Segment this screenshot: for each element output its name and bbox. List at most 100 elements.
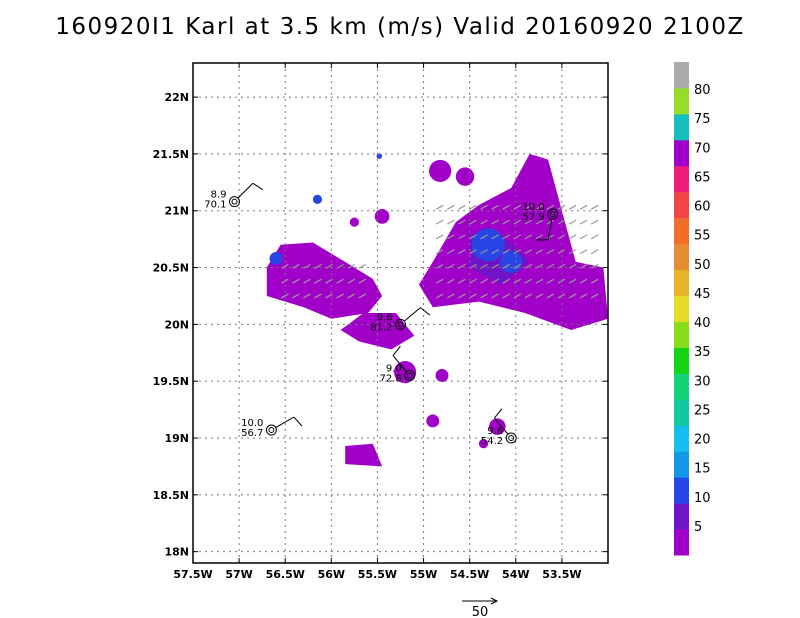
wind-vector <box>590 249 599 255</box>
wind-vector <box>590 263 599 269</box>
colorbar-label: 55 <box>694 229 711 244</box>
wind-vector <box>524 204 533 210</box>
colorbar-label: 35 <box>694 345 711 360</box>
wind-vector <box>546 204 555 210</box>
wind-barb-flag <box>494 408 503 419</box>
wind-vector <box>458 204 466 210</box>
station-ring <box>505 432 517 444</box>
x-tick-label: 57W <box>225 568 252 581</box>
wind-vector <box>535 204 544 210</box>
colorbar-segment <box>674 243 689 271</box>
y-tick-label: 20.5N <box>153 262 189 275</box>
wind-vector <box>524 219 533 225</box>
wind-vector <box>435 204 444 210</box>
observation-stations: 8.970.1 10.057.99.681.29.072.810.056.7 9.6… <box>204 182 559 447</box>
x-tick-label: 56.5W <box>266 568 305 581</box>
wind-vector <box>480 249 488 255</box>
wind-vector <box>513 278 521 284</box>
wind-cell-7 <box>374 209 390 224</box>
wind-vector <box>513 263 521 269</box>
wind-cell-3 <box>312 194 323 204</box>
colorbar-segment <box>674 217 689 245</box>
region-south <box>345 443 383 467</box>
colorbar-segment <box>674 165 689 193</box>
y-tick-label: 19N <box>164 432 189 445</box>
wind-vector <box>491 234 499 240</box>
colorbar-segment <box>674 295 689 322</box>
colorbar-label: 65 <box>694 170 711 185</box>
wind-vector <box>524 278 533 284</box>
wind-vector <box>292 278 300 284</box>
x-tick-label: 54.5W <box>450 568 489 581</box>
wind-barb <box>494 417 509 435</box>
station-core <box>397 321 404 328</box>
wind-vector <box>568 278 577 284</box>
wind-vector <box>458 278 466 284</box>
y-tick-label: 18.5N <box>153 489 189 502</box>
colorbar-label: 10 <box>694 491 711 506</box>
colorbar: 5 10 15 20 25 30 35 40 45 50 55 60 65 70 75 80 <box>674 62 711 556</box>
colorbar-label: 70 <box>694 141 711 156</box>
wind-cell-6 <box>455 167 475 186</box>
wind-vector <box>590 293 599 299</box>
wind-vector <box>568 293 577 299</box>
wind-vector <box>502 249 510 255</box>
colorbar-label: 20 <box>694 433 711 448</box>
wind-vector <box>303 278 311 284</box>
wind-vector <box>579 249 588 255</box>
station-value: 57.9 <box>522 212 544 223</box>
wind-vector <box>491 249 499 255</box>
wind-vector <box>458 249 466 255</box>
wind-vector <box>557 278 566 284</box>
wind-vector <box>579 278 588 284</box>
colorbar-label: 80 <box>694 83 711 98</box>
station-wind-speed: 10.0 <box>522 202 544 213</box>
wind-vector <box>590 278 599 284</box>
wind-vector <box>568 234 577 240</box>
station-core <box>268 427 275 434</box>
colorbar-segment <box>674 503 689 530</box>
station-ring <box>229 196 240 208</box>
colorbar-label: 45 <box>694 287 711 302</box>
wind-vector <box>347 293 355 299</box>
station-value: 70.1 <box>204 200 226 211</box>
colorbar-segment <box>674 529 689 556</box>
wind-vector <box>579 219 588 225</box>
wind-vector <box>557 234 566 240</box>
wind-vector <box>447 219 455 225</box>
colorbar-segment <box>674 347 689 374</box>
station-ring <box>547 208 559 220</box>
station-core <box>549 211 556 218</box>
wind-vector <box>435 234 444 240</box>
wind-vector <box>336 278 344 284</box>
colorbar-label: 25 <box>694 403 711 418</box>
wind-vector <box>524 263 533 269</box>
wind-vector <box>458 219 466 225</box>
wind-vector <box>557 219 566 225</box>
wind-vector <box>513 234 521 240</box>
station-ring <box>395 318 406 330</box>
x-tick-label: 55W <box>410 568 437 581</box>
wind-vector <box>336 293 344 299</box>
colorbar-label: 40 <box>694 316 711 331</box>
wind-vector <box>524 293 533 299</box>
colorbar-segment <box>674 191 689 219</box>
wind-vector <box>447 263 455 269</box>
wind-barb <box>547 218 553 240</box>
wind-vector <box>325 293 333 299</box>
y-tick-label: 22N <box>164 91 189 104</box>
wind-cell-8 <box>349 217 359 227</box>
x-tick-label: 55.5W <box>358 568 397 581</box>
colorbar-label: 30 <box>694 374 711 389</box>
colorbar-segment <box>674 321 689 348</box>
x-tick-label: 53.5W <box>542 568 581 581</box>
colorbar-label: 75 <box>694 112 711 127</box>
y-tick-label: 21N <box>164 205 189 218</box>
station-value: 72.8 <box>379 374 401 385</box>
wind-vector <box>458 263 466 269</box>
wind-cell-12 <box>489 418 506 435</box>
wind-cell-5 <box>429 159 452 183</box>
plot-frame <box>192 62 609 564</box>
y-tick-label: 18N <box>164 546 189 559</box>
